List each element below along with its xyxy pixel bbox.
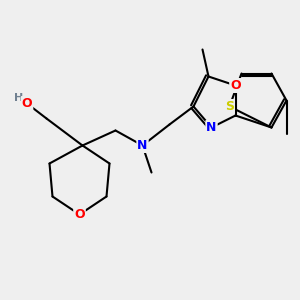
Text: N: N xyxy=(206,121,217,134)
Text: S: S xyxy=(225,100,234,113)
Text: O: O xyxy=(230,79,241,92)
Text: N: N xyxy=(137,139,148,152)
Text: O: O xyxy=(22,97,32,110)
Text: H: H xyxy=(14,93,23,103)
Text: O: O xyxy=(74,208,85,221)
